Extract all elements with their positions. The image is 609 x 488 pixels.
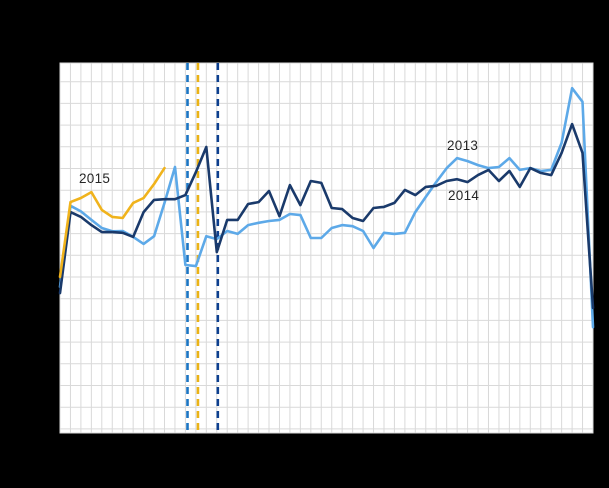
series-line-2015 bbox=[58, 166, 166, 279]
year-label-2013: 2013 bbox=[447, 138, 479, 153]
year-label-2014: 2014 bbox=[448, 188, 480, 203]
year-label-2015: 2015 bbox=[79, 171, 111, 186]
series-line-2014 bbox=[58, 122, 595, 310]
plot-area bbox=[59, 62, 594, 434]
series-line-2013 bbox=[58, 86, 595, 329]
